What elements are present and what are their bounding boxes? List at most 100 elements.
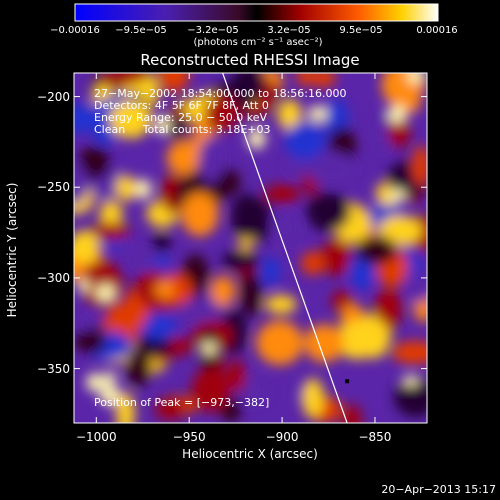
heatmap-blob [198, 137, 224, 184]
y-tick-label: −250 [37, 180, 70, 195]
peak-marker [345, 379, 350, 384]
heatmap-blob [125, 347, 152, 387]
heatmap-blob [311, 73, 336, 88]
heatmap-blob [301, 378, 324, 419]
heatmap-blob [260, 257, 281, 286]
heatmap-blob [412, 145, 427, 187]
y-axis-label: Heliocentric Y (arcsec) [5, 182, 19, 318]
colorbar-tick-label: −9.5e−05 [115, 25, 167, 36]
heatmap-blob-bright [387, 104, 407, 124]
heatmap-blob [78, 146, 110, 180]
heatmap-blob [231, 73, 266, 103]
heatmap-blob [109, 101, 152, 139]
heatmap-blob [374, 288, 403, 329]
plot-frame [73, 72, 428, 424]
heatmap-blob [381, 73, 425, 109]
heatmap-blob-bright [103, 371, 117, 386]
heatmap-blob [306, 153, 354, 185]
heatmap-blob-bright [201, 341, 217, 355]
annotation-energy: Energy Range: 25.0 − 50.0 keV [94, 111, 268, 124]
heatmap-blob [265, 294, 297, 314]
heatmap-blob [256, 320, 304, 366]
heatmap-blob [74, 329, 107, 354]
heatmap-blob [135, 277, 156, 304]
heatmap-blob [90, 222, 131, 241]
heatmap-blob [388, 115, 410, 148]
heatmap-blob [191, 368, 230, 412]
x-tick-label: −1000 [75, 430, 117, 444]
heatmap-blob-bright [95, 284, 116, 302]
heatmap-blob [392, 340, 427, 365]
peak-label: Position of Peak = [−973,−382] [94, 396, 270, 409]
y-tick-label: −300 [37, 270, 70, 285]
heatmap-blob-bright [86, 373, 105, 392]
colorbar-tick-label: 9.5e−05 [339, 25, 383, 36]
heatmap-blob-bright [154, 116, 171, 135]
x-tick-label: −950 [172, 430, 206, 444]
heatmap-blob [277, 99, 302, 131]
heatmap-blob-bright [135, 178, 152, 200]
heatmap-blob [154, 281, 175, 299]
colorbar-tick-label: 0.00016 [416, 25, 458, 36]
heatmap-blob [355, 235, 398, 265]
colorbar-tick-label: −3.2e−05 [187, 25, 239, 36]
heatmap-blob [97, 73, 139, 87]
colorbar-tick-label: 3.2e−05 [267, 25, 311, 36]
heatmap-blob-bright [407, 73, 423, 84]
x-axis-label: Heliocentric X (arcsec) [182, 447, 318, 461]
heatmap-blob [378, 215, 423, 246]
heatmap-blob [210, 275, 236, 306]
heatmap-blob-bright [308, 105, 328, 122]
heatmap-blob [74, 230, 100, 264]
limb-line [222, 73, 348, 423]
heatmap-blob-bright [247, 127, 266, 150]
heatmap-blob [240, 271, 262, 317]
annotation-time: 27−May−2002 18:54:00.000 to 18:56:16.000 [94, 87, 347, 100]
heatmap-blob [116, 392, 135, 423]
heatmap-blob [140, 311, 177, 341]
heatmap-blob [221, 250, 260, 270]
chart-title: Reconstructed RHESSI Image [140, 51, 360, 69]
heatmap-blob [374, 110, 391, 153]
x-tick-label: −900 [265, 430, 299, 444]
heatmap-blob-bright [403, 375, 419, 387]
colorbar-units: (photons cm⁻² s⁻¹ asec⁻²) [193, 37, 323, 48]
heatmap-blob [226, 360, 247, 392]
heatmap-blob [304, 324, 344, 363]
heatmap-blob [407, 279, 427, 303]
footer-timestamp: 20−Apr−2013 15:17 [381, 483, 496, 496]
colorbar-tick-label: −0.00016 [50, 25, 100, 36]
heatmap-blob [166, 140, 200, 176]
heatmap-blob [301, 251, 325, 276]
heatmap-blob [74, 102, 93, 135]
heatmap-blob-bright [99, 385, 121, 406]
heatmap-blob [342, 404, 362, 423]
heatmap-blob [394, 377, 427, 418]
heatmap-blob [166, 114, 188, 141]
annotation-detectors: Detectors: 4F 5F 6F 7F 8F, Att 0 [94, 99, 269, 112]
heatmap-blob [74, 162, 88, 205]
heatmap [74, 73, 427, 423]
heatmap-blob [336, 321, 378, 360]
heatmap-blob [158, 73, 190, 93]
heatmap-blob [296, 73, 314, 87]
heatmap-blob [271, 210, 300, 244]
heatmap-blob [231, 193, 263, 240]
y-tick-label: −350 [37, 361, 70, 376]
heatmap-blob [284, 121, 326, 161]
heatmap-blob [154, 398, 186, 421]
heatmap-blob [264, 184, 301, 204]
heatmap-blob [306, 192, 351, 232]
colorbar [74, 3, 439, 22]
annotation-counts: Clean Total counts: 3.18E+03 [94, 123, 271, 136]
heatmap-blob [152, 232, 171, 253]
heatmap-blob-bright [78, 279, 90, 293]
x-tick-label: −850 [358, 430, 392, 444]
heatmap-blob [99, 200, 123, 229]
y-tick-label: −200 [37, 89, 70, 104]
heatmap-blob [204, 94, 240, 132]
heatmap-blob [181, 192, 219, 237]
heatmap-blob [131, 249, 158, 267]
heatmap-blob-bright [389, 189, 406, 202]
